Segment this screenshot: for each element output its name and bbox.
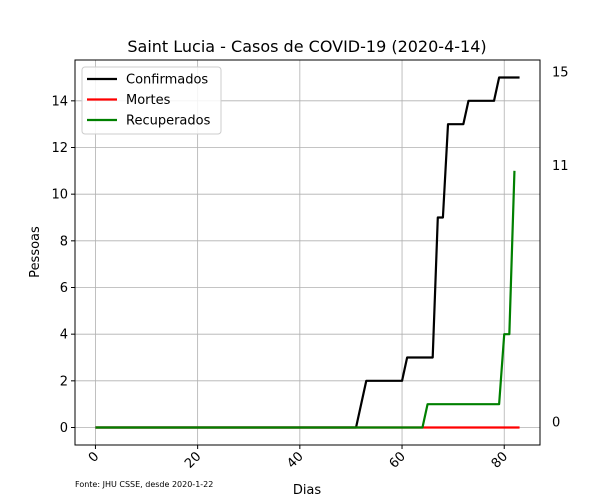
y-tick-label: 12 bbox=[51, 141, 68, 156]
legend: Confirmados Mortes Recuperados bbox=[81, 66, 222, 135]
right-value-label: 0 bbox=[552, 416, 560, 431]
legend-box bbox=[81, 66, 222, 135]
series-line-confirmados bbox=[95, 76, 520, 429]
plot-frame bbox=[74, 59, 541, 446]
y-tick-label: 0 bbox=[60, 421, 68, 436]
grid-lines bbox=[75, 60, 540, 445]
x-tick-label: 80 bbox=[489, 449, 511, 471]
chart-title: Saint Lucia - Casos de COVID-19 (2020-4-… bbox=[127, 37, 486, 56]
series-line-recuperados bbox=[95, 170, 516, 429]
y-tick-label: 6 bbox=[60, 281, 68, 296]
y-tick-label: 14 bbox=[51, 94, 68, 109]
y-axis-label: Pessoas bbox=[28, 226, 43, 278]
x-axis-ticks: 0 20 40 60 80 bbox=[86, 445, 511, 472]
right-value-labels: 15 11 0 bbox=[552, 66, 569, 431]
y-tick-label: 2 bbox=[60, 374, 68, 389]
x-tick-label: 60 bbox=[387, 449, 409, 471]
y-axis-ticks: 0 2 4 6 8 10 12 14 bbox=[51, 94, 75, 436]
legend-label-mortes: Mortes bbox=[126, 93, 171, 108]
series-lines bbox=[95, 76, 520, 429]
right-value-label: 15 bbox=[552, 66, 569, 81]
legend-label-recuperados: Recuperados bbox=[126, 114, 211, 129]
x-tick-label: 20 bbox=[182, 449, 204, 471]
legend-label-confirmados: Confirmados bbox=[126, 73, 208, 88]
x-axis-label: Dias bbox=[293, 483, 322, 498]
x-tick-label: 0 bbox=[86, 449, 102, 465]
y-tick-label: 10 bbox=[51, 188, 68, 203]
x-tick-label: 40 bbox=[284, 449, 306, 471]
y-tick-label: 8 bbox=[60, 234, 68, 249]
source-footer: Fonte: JHU CSSE, desde 2020-1-22 bbox=[75, 480, 213, 489]
right-value-label: 11 bbox=[552, 159, 569, 174]
y-tick-label: 4 bbox=[60, 328, 68, 343]
